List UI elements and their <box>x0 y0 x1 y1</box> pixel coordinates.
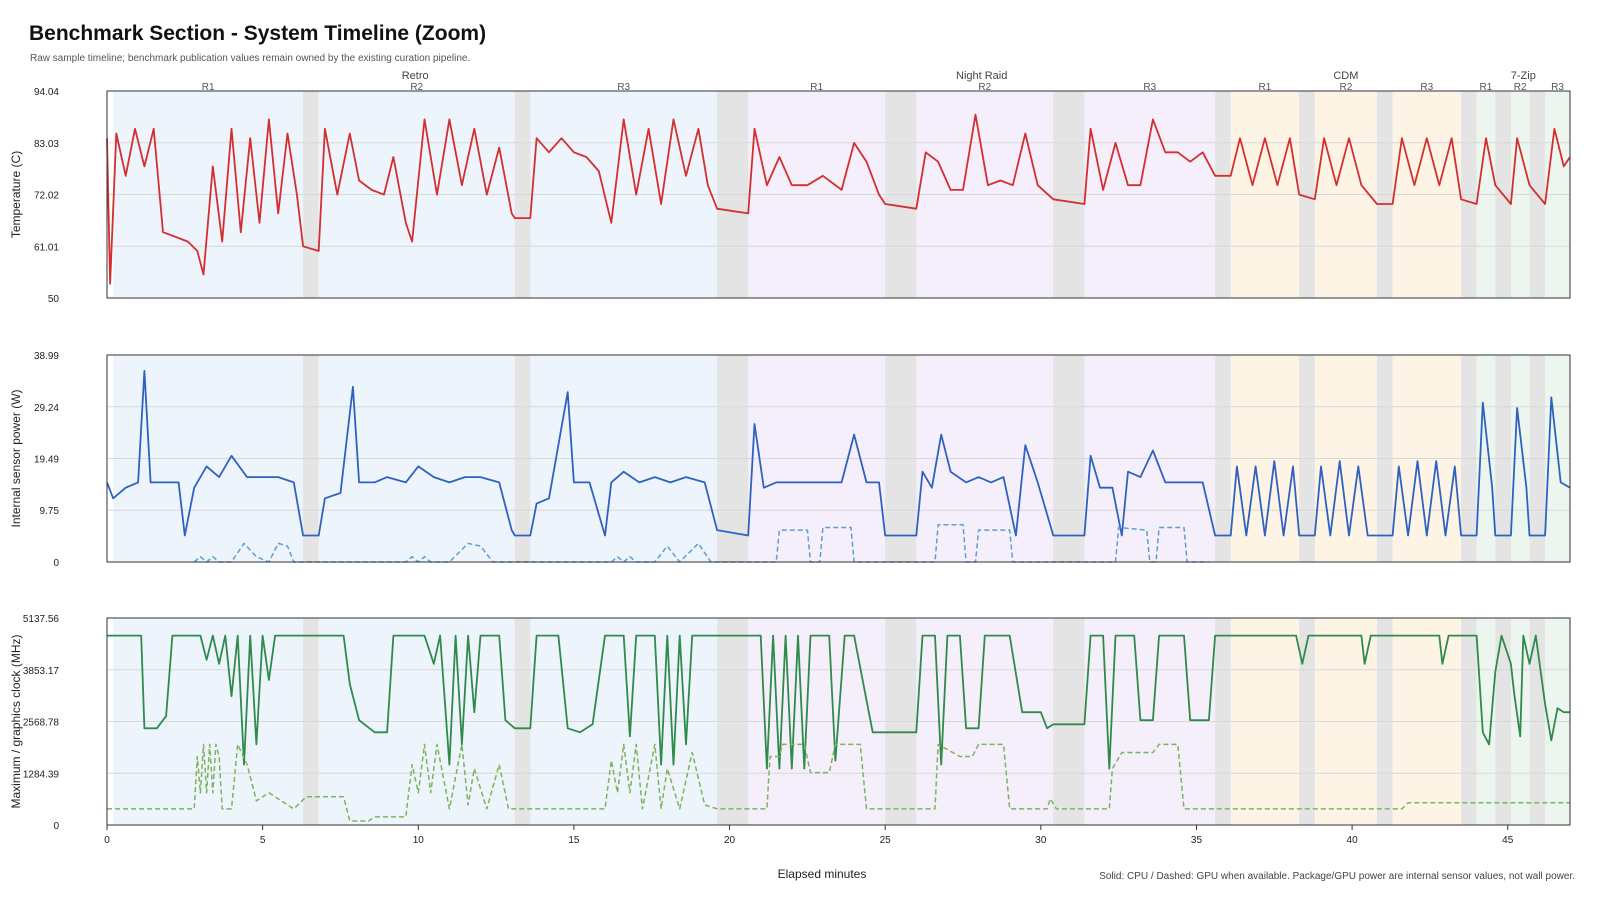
run-label: R2 <box>410 82 423 93</box>
y-tick-label: 29.24 <box>34 403 59 414</box>
run-label: R1 <box>810 82 823 93</box>
y-axis-label: Maximum / graphics clock (MHz) <box>9 634 23 808</box>
chart-subtitle: Raw sample timeline; benchmark publicati… <box>30 53 471 64</box>
y-tick-label: 72.02 <box>34 191 59 202</box>
x-tick-label: 15 <box>568 835 580 846</box>
x-tick-label: 5 <box>260 835 266 846</box>
y-tick-label: 0 <box>53 821 59 832</box>
y-tick-label: 83.03 <box>34 139 59 150</box>
footnote: Solid: CPU / Dashed: GPU when available.… <box>1099 871 1575 882</box>
x-tick-label: 45 <box>1502 835 1514 846</box>
x-tick-label: 20 <box>724 835 736 846</box>
x-tick-label: 10 <box>413 835 425 846</box>
run-label: R3 <box>1551 82 1564 93</box>
y-tick-label: 38.99 <box>34 351 59 362</box>
cpu-series-line <box>106 369 1571 537</box>
run-label: R1 <box>202 82 215 93</box>
panel-frames <box>106 90 1571 826</box>
group-label: Night Raid <box>956 70 1007 82</box>
run-annotations: Retro R1 R2 R3 Night Raid R1 R2 R3 CDM R1 R2 R3 7-Zi… <box>202 70 1565 93</box>
y-tick-label: 9.75 <box>40 506 60 517</box>
y-tick-label: 3853.17 <box>23 666 60 677</box>
group-label: 7-Zip <box>1511 70 1536 82</box>
x-tick-label: 30 <box>1035 835 1047 846</box>
y-tick-label: 5137.56 <box>23 614 60 625</box>
x-tick-label: 25 <box>880 835 892 846</box>
run-label: R1 <box>1480 82 1493 93</box>
x-tick-label: 40 <box>1347 835 1359 846</box>
y-tick-label: 19.49 <box>34 455 59 466</box>
x-tick-label: 0 <box>104 835 110 846</box>
gpu-series-line <box>107 743 1570 822</box>
panel-frame <box>106 617 1571 826</box>
panel-frame <box>106 354 1571 563</box>
y-tick-label: 50 <box>48 294 60 305</box>
group-label: Retro <box>402 70 429 82</box>
y-tick-label: 0 <box>53 558 59 569</box>
x-tick-label: 35 <box>1191 835 1203 846</box>
y-axis-label: Internal sensor power (W) <box>9 389 23 527</box>
panel-frame <box>106 90 1571 299</box>
y-tick-label: 2568.78 <box>23 718 60 729</box>
run-label: R2 <box>978 82 991 93</box>
run-label: R3 <box>1143 82 1156 93</box>
run-backgrounds <box>113 91 1570 825</box>
y-tick-label: 94.04 <box>34 87 59 98</box>
cpu-series-line <box>107 634 1570 770</box>
y-axis-label: Temperature (C) <box>9 151 23 238</box>
run-label: R2 <box>1514 82 1527 93</box>
run-label: R3 <box>617 82 630 93</box>
group-label: CDM <box>1333 70 1358 82</box>
cpu-series-line <box>106 113 1571 285</box>
run-label: R2 <box>1339 82 1352 93</box>
y-tick-label: 61.01 <box>34 242 59 253</box>
chart-title: Benchmark Section - System Timeline (Zoo… <box>29 22 487 45</box>
y-tick-label: 1284.39 <box>23 769 60 780</box>
x-axis-label: Elapsed minutes <box>778 867 867 881</box>
run-label: R1 <box>1259 82 1272 93</box>
run-label: R3 <box>1420 82 1433 93</box>
